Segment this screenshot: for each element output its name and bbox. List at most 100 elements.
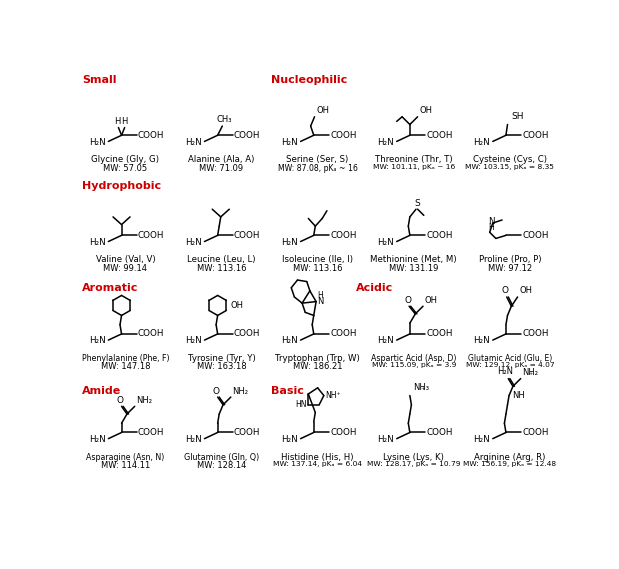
Text: O: O (116, 396, 124, 405)
Text: H₂N: H₂N (377, 138, 394, 147)
Text: H₂N: H₂N (89, 138, 105, 147)
Text: COOH: COOH (138, 131, 164, 140)
Text: Proline (Pro, P): Proline (Pro, P) (478, 255, 541, 265)
Text: Threonine (Thr, T): Threonine (Thr, T) (375, 155, 452, 164)
Text: Glycine (Gly, G): Glycine (Gly, G) (92, 155, 160, 164)
Text: COOH: COOH (330, 131, 357, 140)
Text: H₂N: H₂N (184, 138, 201, 147)
Text: OH: OH (519, 286, 532, 295)
Text: Cysteine (Cys, C): Cysteine (Cys, C) (473, 155, 547, 164)
Text: COOH: COOH (426, 231, 452, 240)
Text: COOH: COOH (522, 428, 548, 437)
Text: Aspartic Acid (Asp, D): Aspartic Acid (Asp, D) (371, 354, 456, 363)
Text: MW: 129.12, pKₐ = 4.07: MW: 129.12, pKₐ = 4.07 (465, 362, 554, 368)
Text: COOH: COOH (138, 329, 164, 339)
Text: Tyrosine (Tyr, Y): Tyrosine (Tyr, Y) (188, 354, 256, 363)
Text: N: N (318, 297, 324, 306)
Text: NH₂: NH₂ (232, 386, 248, 395)
Text: H₂N: H₂N (473, 435, 490, 444)
Text: Tryptophan (Trp, W): Tryptophan (Trp, W) (275, 354, 360, 363)
Text: Valine (Val, V): Valine (Val, V) (95, 255, 155, 265)
Text: MW: 131.19: MW: 131.19 (389, 264, 438, 273)
Text: Aromatic: Aromatic (82, 283, 139, 293)
Text: MW: 57.05: MW: 57.05 (103, 164, 147, 173)
Text: MW: 186.21: MW: 186.21 (293, 362, 342, 372)
Text: H₂N: H₂N (89, 336, 105, 345)
Text: MW: 101.11, pKₐ ~ 16: MW: 101.11, pKₐ ~ 16 (373, 164, 455, 170)
Text: H₂N: H₂N (184, 238, 201, 247)
Text: COOH: COOH (234, 428, 261, 437)
Text: H₂N: H₂N (497, 366, 513, 376)
Text: Histidine (His, H): Histidine (His, H) (282, 452, 354, 461)
Text: COOH: COOH (330, 329, 357, 339)
Text: MW: 71.09: MW: 71.09 (199, 164, 244, 173)
Text: OH: OH (316, 106, 329, 116)
Text: H₂N: H₂N (281, 336, 298, 345)
Text: N: N (488, 217, 495, 226)
Text: H₂N: H₂N (89, 435, 105, 444)
Text: COOH: COOH (138, 428, 164, 437)
Text: COOH: COOH (522, 329, 548, 339)
Text: Acidic: Acidic (357, 283, 394, 293)
Text: COOH: COOH (330, 231, 357, 240)
Text: MW: 128.14: MW: 128.14 (197, 461, 246, 470)
Text: COOH: COOH (426, 428, 452, 437)
Text: SH: SH (511, 113, 524, 121)
Text: H₂N: H₂N (377, 336, 394, 345)
Text: COOH: COOH (426, 131, 452, 140)
Text: H₂N: H₂N (184, 336, 201, 345)
Text: H: H (121, 117, 128, 126)
Text: MW: 156.19, pKₐ = 12.48: MW: 156.19, pKₐ = 12.48 (463, 461, 556, 467)
Text: Methionine (Met, M): Methionine (Met, M) (370, 255, 457, 265)
Text: HN: HN (295, 400, 307, 409)
Text: MW: 163.18: MW: 163.18 (197, 362, 246, 372)
Text: MW: 99.14: MW: 99.14 (103, 264, 147, 273)
Text: MW: 115.09, pKₐ = 3.9: MW: 115.09, pKₐ = 3.9 (371, 362, 456, 368)
Text: Lysine (Lys, K): Lysine (Lys, K) (383, 452, 444, 461)
Text: COOH: COOH (426, 329, 452, 339)
Text: Nucleophilic: Nucleophilic (271, 75, 347, 85)
Text: CH₃: CH₃ (216, 116, 232, 125)
Text: H: H (488, 223, 494, 232)
Text: Glutamic Acid (Glu, E): Glutamic Acid (Glu, E) (468, 354, 552, 363)
Text: COOH: COOH (138, 231, 164, 240)
Text: NH⁺: NH⁺ (326, 391, 341, 400)
Text: MW: 113.16: MW: 113.16 (293, 264, 342, 273)
Text: O: O (501, 286, 509, 295)
Text: Small: Small (82, 75, 116, 85)
Text: H₂N: H₂N (281, 238, 298, 247)
Text: COOH: COOH (330, 428, 357, 437)
Text: COOH: COOH (234, 231, 261, 240)
Text: OH: OH (419, 106, 432, 116)
Text: COOH: COOH (522, 231, 548, 240)
Text: NH₂: NH₂ (522, 368, 539, 377)
Text: MW: 147.18: MW: 147.18 (101, 362, 150, 372)
Text: Hydrophobic: Hydrophobic (82, 182, 161, 192)
Text: ⁺: ⁺ (421, 386, 425, 395)
Text: COOH: COOH (234, 131, 261, 140)
Text: Leucine (Leu, L): Leucine (Leu, L) (188, 255, 256, 265)
Text: NH₂: NH₂ (136, 396, 152, 405)
Text: COOH: COOH (522, 131, 548, 140)
Text: MW: 87.08, pKₐ ~ 16: MW: 87.08, pKₐ ~ 16 (278, 164, 358, 173)
Text: H₂N: H₂N (377, 435, 394, 444)
Text: MW: 137.14, pKₐ = 6.04: MW: 137.14, pKₐ = 6.04 (273, 461, 362, 467)
Text: ⁺: ⁺ (529, 371, 532, 380)
Text: NH: NH (512, 391, 525, 400)
Text: MW: 103.15, pKₐ = 8.35: MW: 103.15, pKₐ = 8.35 (465, 164, 554, 170)
Text: H₂N: H₂N (473, 336, 490, 345)
Text: OH: OH (230, 301, 243, 310)
Text: Amide: Amide (82, 386, 121, 395)
Text: H₂N: H₂N (377, 238, 394, 247)
Text: Phenylalanine (Phe, F): Phenylalanine (Phe, F) (82, 354, 169, 363)
Text: MW: 128.17, pKₐ = 10.79: MW: 128.17, pKₐ = 10.79 (367, 461, 461, 467)
Text: Asparagine (Asn, N): Asparagine (Asn, N) (86, 452, 165, 461)
Text: NH₃: NH₃ (413, 384, 429, 393)
Text: H: H (318, 291, 323, 300)
Text: H₂N: H₂N (184, 435, 201, 444)
Text: O: O (404, 296, 411, 304)
Text: H₂N: H₂N (89, 238, 105, 247)
Text: Alanine (Ala, A): Alanine (Ala, A) (188, 155, 254, 164)
Text: H₂N: H₂N (281, 138, 298, 147)
Text: Arginine (Arg, R): Arginine (Arg, R) (474, 452, 545, 461)
